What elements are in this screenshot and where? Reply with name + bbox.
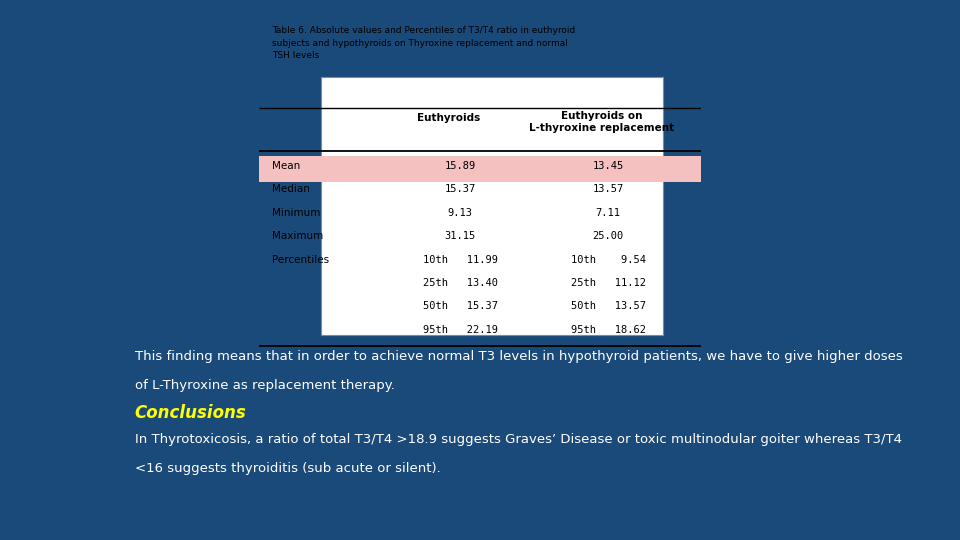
Text: 15.37: 15.37 bbox=[444, 184, 476, 194]
Text: 25th   11.12: 25th 11.12 bbox=[570, 278, 645, 288]
Text: Conclusions: Conclusions bbox=[134, 404, 247, 422]
Text: Mean: Mean bbox=[273, 161, 300, 171]
Text: 25.00: 25.00 bbox=[592, 231, 624, 241]
Text: 13.57: 13.57 bbox=[592, 184, 624, 194]
Text: This finding means that in order to achieve normal T3 levels in hypothyroid pati: This finding means that in order to achi… bbox=[134, 349, 902, 363]
Text: 10th    9.54: 10th 9.54 bbox=[570, 254, 645, 265]
FancyBboxPatch shape bbox=[321, 77, 663, 335]
Text: 10th   11.99: 10th 11.99 bbox=[422, 254, 497, 265]
Text: <16 suggests thyroiditis (sub acute or silent).: <16 suggests thyroiditis (sub acute or s… bbox=[134, 462, 441, 475]
Text: Minimum: Minimum bbox=[273, 208, 321, 218]
Text: 50th   13.57: 50th 13.57 bbox=[570, 301, 645, 312]
Text: Euthyroids: Euthyroids bbox=[418, 113, 481, 123]
Text: 95th   22.19: 95th 22.19 bbox=[422, 325, 497, 335]
Text: Percentiles: Percentiles bbox=[273, 254, 329, 265]
Text: Median: Median bbox=[273, 184, 310, 194]
Text: of L-Thyroxine as replacement therapy.: of L-Thyroxine as replacement therapy. bbox=[134, 379, 395, 392]
Text: 95th   18.62: 95th 18.62 bbox=[570, 325, 645, 335]
Text: 31.15: 31.15 bbox=[444, 231, 476, 241]
Text: In Thyrotoxicosis, a ratio of total T3/T4 >18.9 suggests Graves’ Disease or toxi: In Thyrotoxicosis, a ratio of total T3/T… bbox=[134, 433, 901, 446]
Text: 50th   15.37: 50th 15.37 bbox=[422, 301, 497, 312]
Text: Table 6. Absolute values and Percentiles of T3/T4 ratio in euthyroid
subjects an: Table 6. Absolute values and Percentiles… bbox=[273, 26, 576, 60]
Text: 15.89: 15.89 bbox=[444, 161, 476, 171]
FancyBboxPatch shape bbox=[259, 157, 701, 181]
Text: Euthyroids on
L-thyroxine replacement: Euthyroids on L-thyroxine replacement bbox=[529, 111, 674, 133]
Text: 25th   13.40: 25th 13.40 bbox=[422, 278, 497, 288]
Text: Maximum: Maximum bbox=[273, 231, 324, 241]
Text: 9.13: 9.13 bbox=[447, 208, 472, 218]
Text: 13.45: 13.45 bbox=[592, 161, 624, 171]
Text: 7.11: 7.11 bbox=[595, 208, 620, 218]
